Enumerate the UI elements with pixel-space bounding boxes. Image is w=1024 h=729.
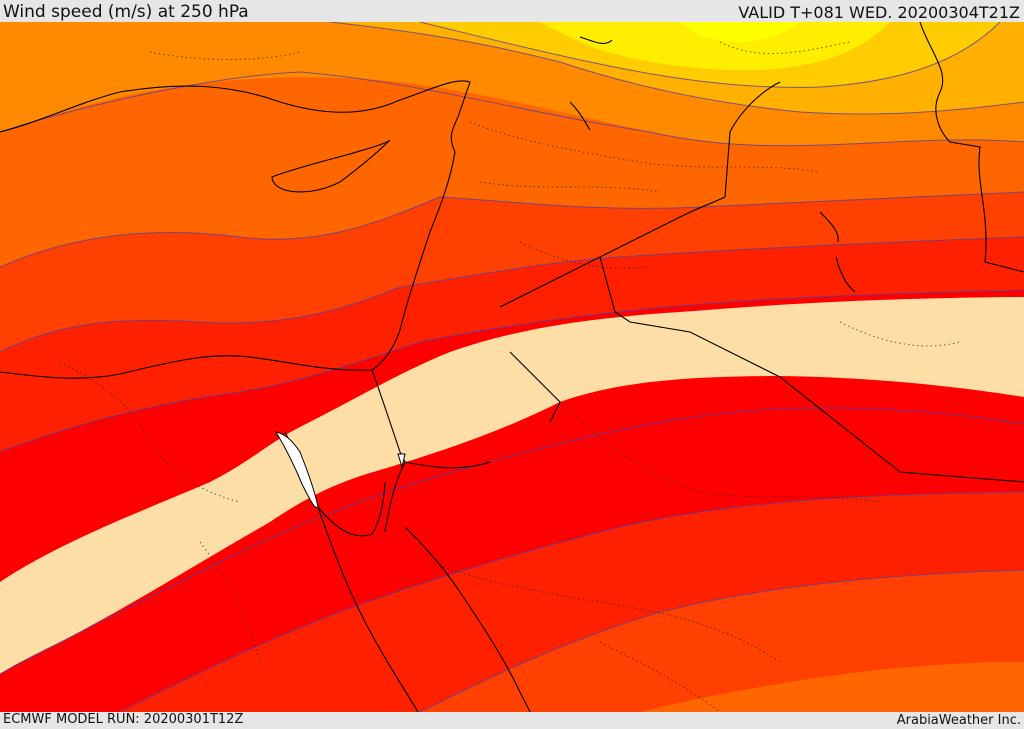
gulf-of-suez-water — [274, 431, 319, 509]
jet-core — [0, 297, 1024, 674]
coastlines — [0, 22, 1024, 712]
credit: ArabiaWeather Inc. — [896, 713, 1021, 728]
map-title: Wind speed (m/s) at 250 hPa — [3, 2, 249, 22]
footer-bar: ECMWF MODEL RUN: 20200301T12Z ArabiaWeat… — [0, 712, 1024, 729]
valid-time: VALID T+081 WED. 20200304T21Z — [738, 3, 1020, 22]
band-yellow — [540, 22, 890, 71]
model-run: ECMWF MODEL RUN: 20200301T12Z — [3, 712, 244, 727]
gulf-of-aqaba-water — [397, 453, 406, 469]
provincial-borders — [59, 41, 961, 712]
wind-speed-map[interactable] — [0, 22, 1024, 712]
header-bar: Wind speed (m/s) at 250 hPa VALID T+081 … — [0, 0, 1024, 22]
band-orange-south — [640, 662, 1024, 712]
map-canvas — [0, 22, 1024, 712]
isotach-contours — [0, 22, 1024, 712]
band-yellow-core — [680, 22, 800, 42]
